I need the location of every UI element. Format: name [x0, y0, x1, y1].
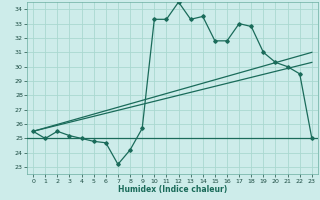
X-axis label: Humidex (Indice chaleur): Humidex (Indice chaleur): [118, 185, 227, 194]
